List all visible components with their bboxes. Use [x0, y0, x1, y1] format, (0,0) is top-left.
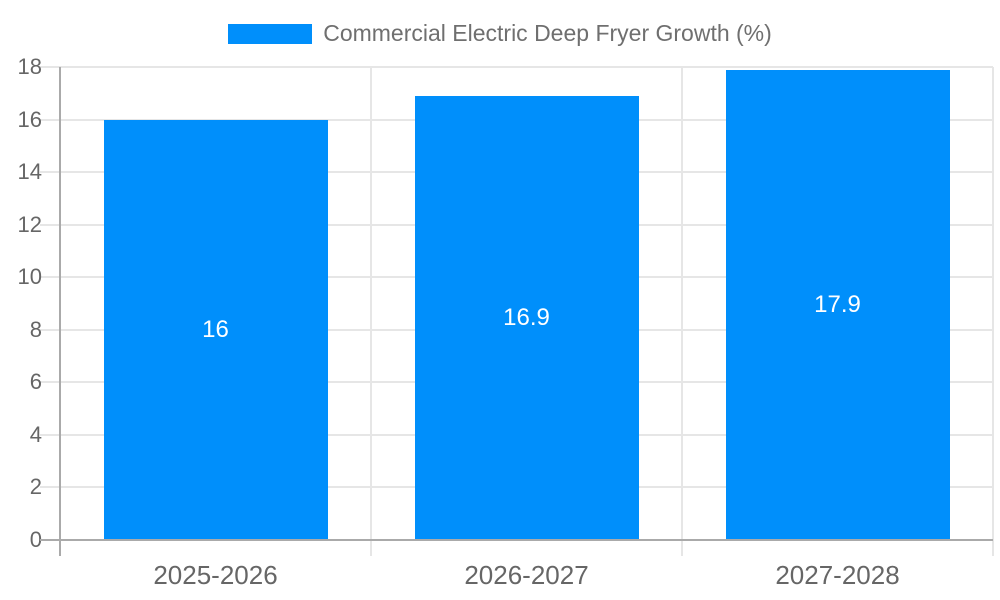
y-axis-tick-label: 18: [17, 54, 42, 79]
y-axis-tick-label: 14: [17, 159, 42, 184]
x-gridline: [370, 67, 372, 556]
bar-value-label: 16.9: [503, 303, 550, 331]
legend-label: Commercial Electric Deep Fryer Growth (%…: [323, 20, 772, 46]
bar-2026-2027[interactable]: 16.9: [414, 95, 639, 540]
y-axis-tick-label: 4: [29, 421, 42, 447]
x-axis-tick-label: 2027-2028: [775, 560, 900, 590]
x-gridline: [681, 67, 683, 556]
y-axis-tick-label: 16: [17, 106, 42, 132]
y-axis-tick-label: 6: [29, 369, 42, 394]
x-axis-tick-label: 2025-2026: [153, 560, 278, 590]
y-axis-tick-label: 0: [29, 526, 42, 552]
y-axis-tick-label: 8: [29, 316, 42, 342]
bar-value-label: 17.9: [814, 290, 861, 318]
x-gridline: [992, 67, 994, 556]
y-axis-tick-label: 12: [17, 211, 42, 237]
y-axis-line: [59, 67, 61, 556]
y-gridline: [40, 66, 993, 68]
bar-value-label: 16: [202, 315, 229, 343]
legend[interactable]: Commercial Electric Deep Fryer Growth (%…: [0, 20, 1000, 47]
bar-2025-2026[interactable]: 16: [103, 119, 328, 540]
y-axis-tick-label: 10: [17, 264, 42, 289]
y-axis-tick-label: 2: [29, 474, 42, 499]
x-axis-baseline: [40, 538, 993, 541]
legend-swatch: [228, 23, 313, 44]
bar-2027-2028[interactable]: 17.9: [725, 69, 950, 540]
x-axis-tick-label: 2026-2027: [464, 560, 589, 590]
